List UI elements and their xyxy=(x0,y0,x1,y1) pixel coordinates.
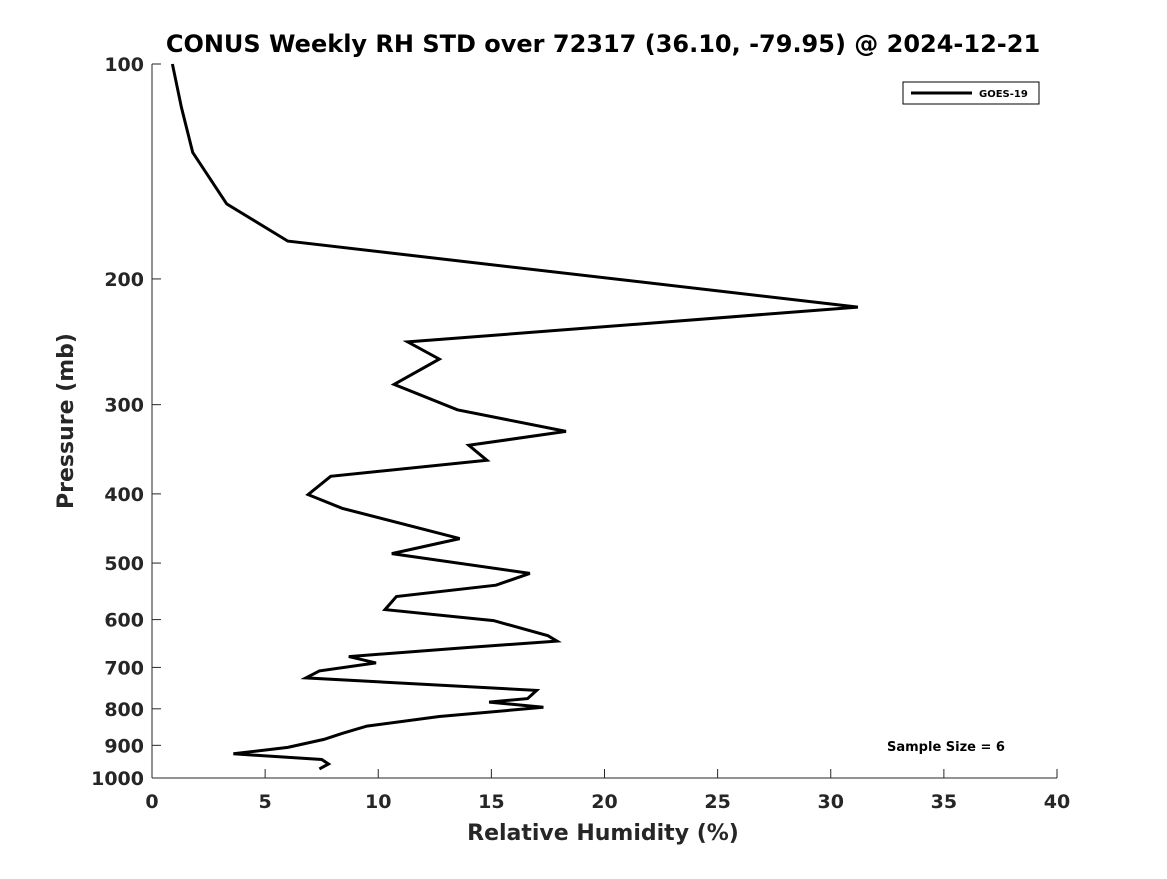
x-tick-label: 15 xyxy=(478,791,504,813)
y-tick-label: 700 xyxy=(104,657,144,679)
chart-title: CONUS Weekly RH STD over 72317 (36.10, -… xyxy=(166,30,1040,58)
legend-label-goes-19: GOES-19 xyxy=(979,89,1028,100)
x-axis: 0 5 10 15 20 25 30 35 40 xyxy=(145,769,1070,813)
x-tick-label: 0 xyxy=(145,791,158,813)
y-tick-label: 400 xyxy=(104,484,144,506)
y-tick-label: 600 xyxy=(104,610,144,632)
y-tick-label: 200 xyxy=(104,269,144,291)
y-tick-label: 100 xyxy=(104,54,144,76)
y-axis: 100 200 300 400 500 600 700 800 900 1000 xyxy=(91,54,161,790)
x-tick-label: 35 xyxy=(931,791,957,813)
x-tick-label: 10 xyxy=(365,791,391,813)
y-tick-label: 300 xyxy=(104,395,144,417)
plot-axes xyxy=(151,64,1057,779)
sample-size-annotation: Sample Size = 6 xyxy=(887,740,1005,755)
y-tick-label: 800 xyxy=(104,699,144,721)
y-tick-label: 1000 xyxy=(91,768,144,790)
x-tick-label: 40 xyxy=(1044,791,1070,813)
y-tick-label: 900 xyxy=(104,735,144,757)
x-tick-label: 5 xyxy=(259,791,272,813)
series-line-goes-19 xyxy=(170,63,859,771)
legend[interactable]: GOES-19 xyxy=(902,81,1040,105)
x-tick-label: 20 xyxy=(591,791,617,813)
y-axis-label: Pressure (mb) xyxy=(54,333,79,509)
x-tick-label: 25 xyxy=(704,791,730,813)
x-axis-label: Relative Humidity (%) xyxy=(467,821,739,846)
y-tick-label: 500 xyxy=(104,553,144,575)
x-tick-label: 30 xyxy=(818,791,844,813)
series-layer xyxy=(170,63,859,771)
